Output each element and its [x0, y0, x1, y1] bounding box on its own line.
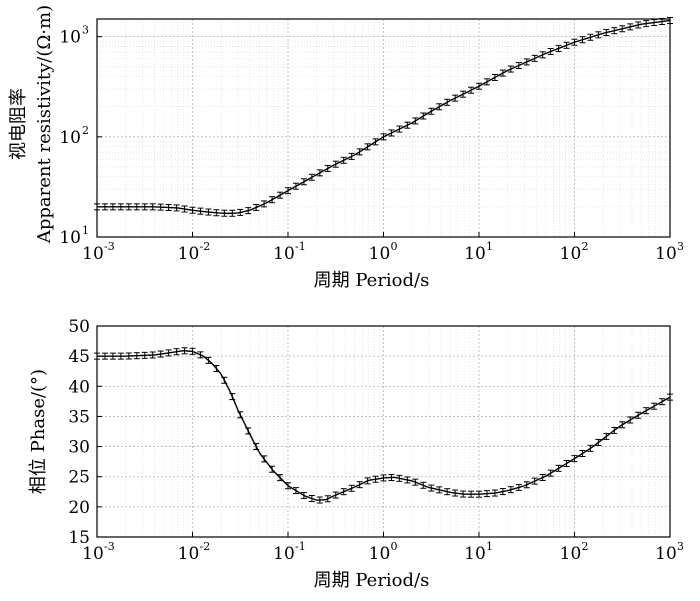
y-tick-exponent: 1 — [82, 224, 89, 237]
x-tick-label: 10 — [560, 544, 582, 564]
x-tick-exponent: 0 — [391, 540, 398, 553]
x-tick-exponent: -2 — [200, 240, 211, 253]
y-tick-label: 15 — [68, 528, 90, 548]
x-tick-label: 10 — [655, 544, 677, 564]
x-tick-label: 10 — [82, 244, 104, 264]
y-tick-label: 20 — [68, 498, 90, 518]
x-tick-label: 10 — [178, 544, 200, 564]
x-axis-label: 周期 Period/s — [314, 570, 430, 591]
x-tick-exponent: 2 — [582, 540, 589, 553]
x-tick-label: 10 — [82, 544, 104, 564]
x-tick-exponent: 1 — [486, 240, 493, 253]
y-tick-label: 25 — [68, 468, 90, 488]
y-tick-exponent: 2 — [82, 124, 89, 137]
y-axis-label: 相位 Phase/(°) — [28, 369, 49, 494]
x-tick-exponent: 0 — [391, 240, 398, 253]
x-tick-exponent: -3 — [104, 540, 115, 553]
x-tick-label: 10 — [464, 544, 486, 564]
y-tick-label: 35 — [68, 407, 90, 427]
x-tick-label: 10 — [560, 244, 582, 264]
y-tick-label: 30 — [68, 438, 90, 458]
x-tick-label: 10 — [273, 244, 295, 264]
x-tick-exponent: -3 — [104, 240, 115, 253]
x-tick-exponent: 1 — [486, 540, 493, 553]
x-tick-label: 10 — [369, 544, 391, 564]
x-tick-exponent: 3 — [677, 540, 684, 553]
y-tick-label: 10 — [59, 28, 81, 48]
phase-chart: 10 -3 10 -2 10 -1 10 0 10 1 10 2 10 31520253035404550… — [28, 317, 684, 591]
x-tick-label: 10 — [273, 544, 295, 564]
x-tick-label: 10 — [655, 244, 677, 264]
y-tick-label: 50 — [68, 317, 90, 337]
y-tick-label: 10 — [59, 128, 81, 148]
x-tick-label: 10 — [464, 244, 486, 264]
resistivity-chart: 10 -3 10 -2 10 -1 10 0 10 1 10 2 10 310 110 210 3周期 Peri… — [8, 5, 684, 291]
x-tick-label: 10 — [178, 244, 200, 264]
x-tick-exponent: -2 — [200, 540, 211, 553]
y-tick-label: 40 — [68, 377, 90, 397]
x-tick-label: 10 — [369, 244, 391, 264]
y-tick-exponent: 3 — [82, 24, 89, 37]
x-tick-exponent: 2 — [582, 240, 589, 253]
y-tick-label: 10 — [59, 228, 81, 248]
x-axis-label: 周期 Period/s — [314, 270, 430, 291]
x-tick-exponent: -1 — [295, 540, 306, 553]
x-tick-exponent: -1 — [295, 240, 306, 253]
x-tick-exponent: 3 — [677, 240, 684, 253]
y-axis-label-line1: 视电阻率 — [8, 88, 29, 160]
y-tick-label: 45 — [68, 347, 90, 367]
y-axis-label-line2: Apparent resistivity/(Ω·m) — [34, 5, 55, 244]
